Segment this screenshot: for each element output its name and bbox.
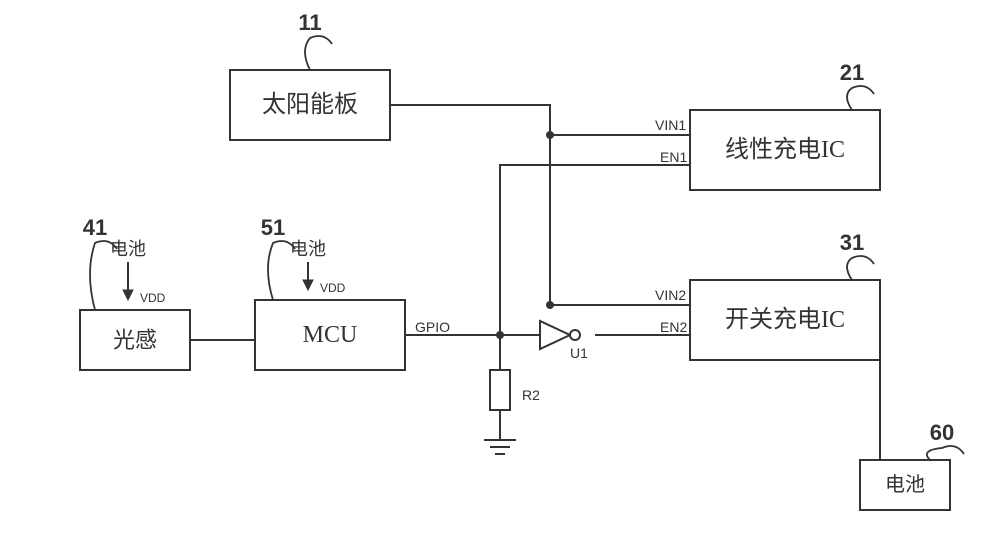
callout-solar-leader xyxy=(305,36,332,70)
label-en1: EN1 xyxy=(660,149,687,165)
block-light-label: 光感 xyxy=(113,328,157,353)
block-linear-label: 线性充电IC xyxy=(725,136,845,163)
arrow-head xyxy=(123,290,133,300)
callout-switch-leader xyxy=(847,256,874,280)
callout-switch-num: 31 xyxy=(840,230,864,255)
block-mcu-label: MCU xyxy=(303,322,358,348)
junction-dot xyxy=(496,331,504,339)
junction-dot xyxy=(546,301,554,309)
inverter-body xyxy=(540,321,570,349)
wire-solar_junc xyxy=(390,105,550,135)
callout-light-num: 41 xyxy=(83,215,107,240)
label-batt_light: 电池 xyxy=(110,239,146,259)
wire-en1_gpiojunc xyxy=(500,165,690,335)
resistor-r2 xyxy=(490,370,510,410)
label-u1: U1 xyxy=(570,345,588,361)
block-battery-label: 电池 xyxy=(885,473,925,496)
label-batt_mcu: 电池 xyxy=(290,239,326,259)
label-r2: R2 xyxy=(522,387,540,403)
label-vin1: VIN1 xyxy=(655,117,686,133)
label-en2: EN2 xyxy=(660,319,687,335)
label-vdd_mcu: VDD xyxy=(320,281,346,295)
block-solar-label: 太阳能板 xyxy=(262,91,358,118)
callout-mcu-num: 51 xyxy=(261,215,285,240)
block-switch-label: 开关充电IC xyxy=(725,306,845,333)
callout-linear-leader xyxy=(847,86,874,110)
callout-battery-leader xyxy=(927,446,964,460)
callout-battery-num: 60 xyxy=(930,420,954,445)
callout-linear-num: 21 xyxy=(840,60,864,85)
label-vin2: VIN2 xyxy=(655,287,686,303)
arrow-head xyxy=(303,280,313,290)
callout-solar-num: 11 xyxy=(298,10,321,35)
label-gpio: GPIO xyxy=(415,319,450,335)
junction-dot xyxy=(546,131,554,139)
inverter-bubble xyxy=(570,330,580,340)
label-vdd_light: VDD xyxy=(140,291,166,305)
